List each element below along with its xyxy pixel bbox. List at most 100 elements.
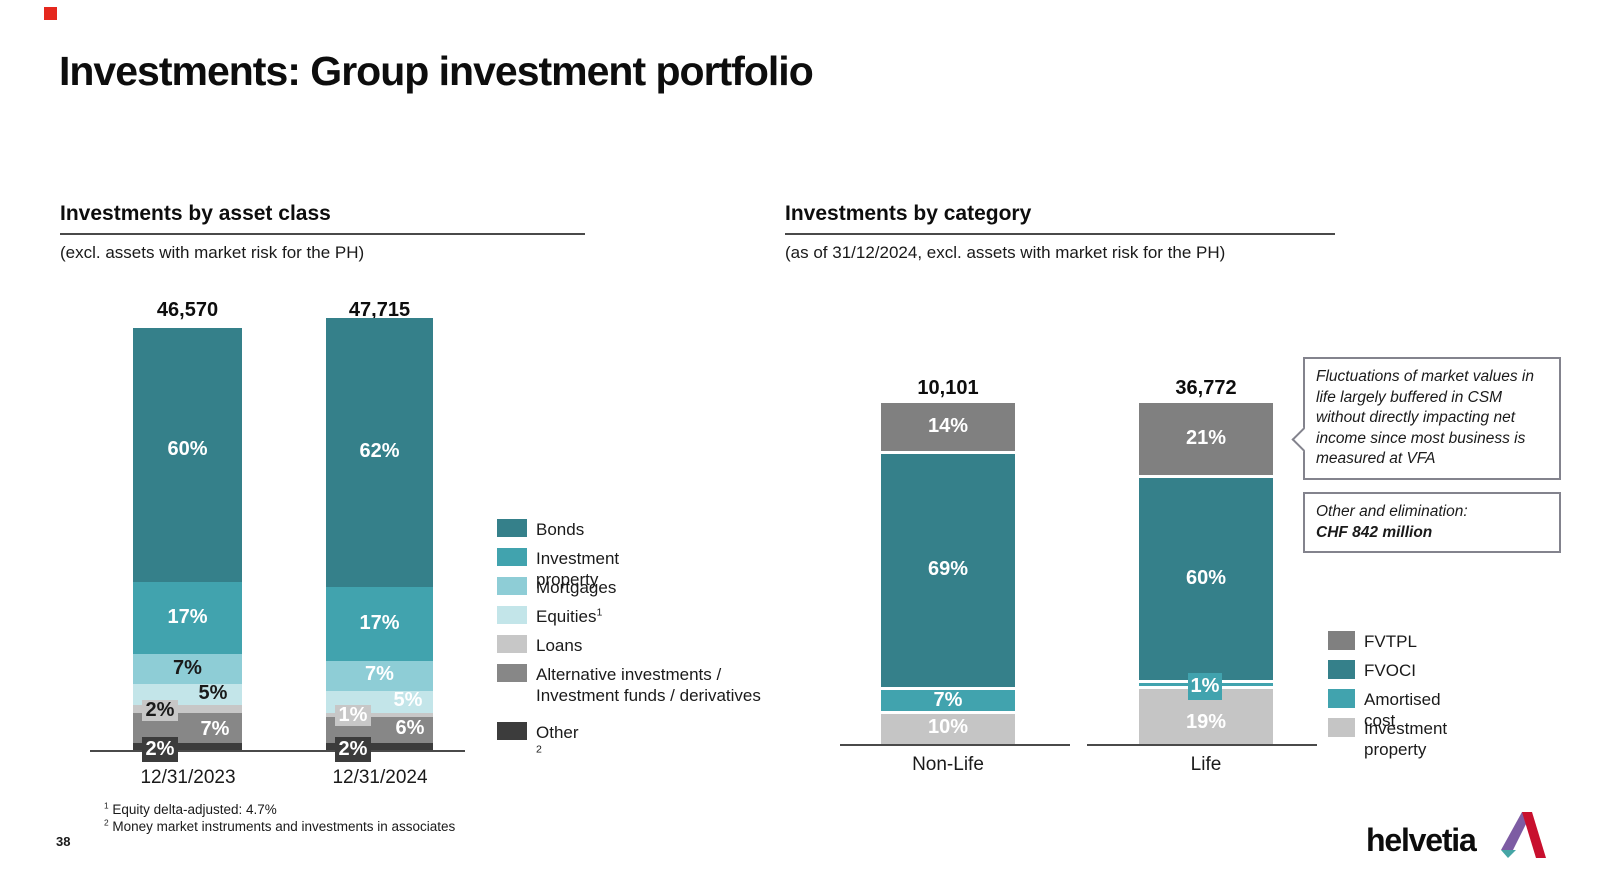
segment-bonds	[326, 318, 433, 587]
page-title: Investments: Group investment portfolio	[59, 48, 814, 94]
legend-label: Bonds	[536, 520, 585, 539]
label-loans-2023: 2%	[142, 700, 178, 721]
label-alternative-2023: 7%	[200, 718, 230, 740]
callout-text: Fluctuations of market values in life la…	[1316, 368, 1534, 468]
legend-label: Alternative investments / Investment fun…	[536, 665, 761, 706]
legend-label-text: Other	[536, 723, 579, 742]
brand-red-square	[44, 7, 57, 20]
segment-fvoci	[881, 454, 1015, 687]
helvetia-a-mark	[1501, 812, 1546, 858]
label-invprop-nonlife: 10%	[927, 716, 969, 738]
legend-item-investment-property: Investment property	[1328, 718, 1447, 761]
legend-label: Equities1	[536, 606, 602, 627]
loans-swatch	[497, 635, 527, 653]
segment-other	[326, 743, 433, 752]
legend-item-amortised-cost: Amortised cost	[1328, 689, 1441, 732]
legend-item-mortgages: Mortgages	[497, 577, 616, 598]
legend-item-investment-property: Investment property	[497, 548, 619, 591]
left-chart-heading: Investments by asset class	[60, 202, 585, 235]
label-fvtpl-life: 21%	[1185, 427, 1227, 449]
legend-superscript: 2	[536, 743, 542, 756]
left-chart-subheading: (excl. assets with market risk for the P…	[60, 243, 365, 262]
page-number: 38	[56, 834, 71, 849]
bar-total-life: 36,772	[1175, 377, 1237, 399]
x-label-2024: 12/31/2024	[332, 767, 428, 788]
label-invprop-life: 19%	[1185, 711, 1227, 733]
legend-item-alternative: Alternative investments / Investment fun…	[497, 664, 797, 707]
label-mortgages-2023: 7%	[173, 657, 202, 679]
label-invprop-2023: 17%	[167, 606, 208, 628]
segment-other	[133, 743, 242, 752]
segment-fvtpl	[881, 403, 1015, 451]
investment-property-swatch	[1328, 718, 1355, 737]
label-equities-2023: 5%	[198, 682, 228, 704]
legend-item-loans: Loans	[497, 635, 582, 656]
footnote-superscript: 1	[104, 800, 109, 811]
segment-investment-property	[326, 587, 433, 661]
label-alternative-2024: 6%	[395, 717, 425, 739]
label-mortgages-2024: 7%	[365, 663, 394, 685]
helvetia-logo-icon	[1496, 808, 1548, 865]
segment-bonds	[133, 328, 242, 582]
footnote-2: 2 Money market instruments and investmen…	[104, 817, 456, 834]
segment-mortgages	[133, 654, 242, 684]
footnote-text: Money market instruments and investments…	[108, 819, 456, 834]
label-fvoci-life: 60%	[1185, 567, 1227, 589]
fvtpl-swatch	[1328, 631, 1355, 650]
legend-label: Mortgages	[536, 578, 617, 597]
life-x-axis	[1087, 744, 1317, 746]
x-label-life: Life	[1190, 754, 1222, 775]
label-fvoci-nonlife: 69%	[927, 558, 969, 580]
label-bonds-2023: 60%	[167, 438, 208, 460]
bar-total-2024: 47,715	[348, 299, 411, 321]
footnote-superscript: 2	[104, 817, 109, 828]
amortised-cost-swatch	[1328, 689, 1355, 708]
label-amortised-nonlife: 7%	[933, 689, 963, 711]
segment-equities	[133, 684, 242, 705]
other-swatch	[497, 722, 527, 740]
segment-fvoci	[1139, 478, 1273, 680]
label-equities-2024: 5%	[393, 689, 423, 711]
legend-item-bonds: Bonds	[497, 519, 584, 540]
segment-mortgages	[326, 661, 433, 691]
bonds-swatch	[497, 519, 527, 537]
legend-label: FVOCI	[1364, 661, 1416, 680]
label-loans-2024: 1%	[335, 705, 371, 726]
legend-label: FVTPL	[1364, 632, 1417, 651]
label-other-2023: 2%	[142, 737, 178, 762]
segment-loans	[326, 713, 433, 717]
x-label-nonlife: Non-Life	[912, 754, 984, 775]
label-other-2024: 2%	[335, 737, 371, 762]
segment-fvtpl	[1139, 403, 1273, 475]
legend-label: Loans	[536, 636, 583, 655]
bar-total-2023: 46,570	[156, 299, 219, 321]
footnote-1: 1 Equity delta-adjusted: 4.7%	[104, 800, 277, 817]
footnote-text: Equity delta-adjusted: 4.7%	[108, 802, 277, 817]
investment-property-swatch	[497, 548, 527, 566]
segment-investment-property	[133, 582, 242, 654]
legend-item-fvoci: FVOCI	[1328, 660, 1416, 681]
fvoci-swatch	[1328, 660, 1355, 679]
right-chart-subheading: (as of 31/12/2024, excl. assets with mar…	[785, 243, 1226, 262]
legend-label: Other 2	[536, 722, 579, 765]
legend-item-equities: Equities1	[497, 606, 602, 627]
legend-superscript: 1	[596, 606, 603, 619]
segment-loans	[133, 705, 242, 713]
bar-total-nonlife: 10,101	[917, 377, 979, 399]
helvetia-wordmark: helvetia	[1366, 822, 1477, 858]
legend-label: Investment property	[1364, 719, 1448, 760]
callout-line1: Other and elimination:	[1316, 503, 1468, 520]
alternative-swatch	[497, 664, 527, 682]
segment-investment-property	[881, 714, 1015, 745]
equities-swatch	[497, 606, 527, 624]
label-invprop-2024: 17%	[359, 612, 400, 634]
nonlife-x-axis	[840, 744, 1070, 746]
other-elimination-callout: Other and elimination: CHF 842 million	[1303, 492, 1561, 554]
legend-label: Investment property	[536, 549, 620, 590]
right-chart-heading: Investments by category	[785, 202, 1335, 235]
label-fvtpl-nonlife: 14%	[927, 415, 969, 437]
callout-tail-left-arrow	[1291, 427, 1316, 452]
segment-amortised-cost	[881, 690, 1015, 711]
label-bonds-2024: 62%	[359, 440, 400, 462]
